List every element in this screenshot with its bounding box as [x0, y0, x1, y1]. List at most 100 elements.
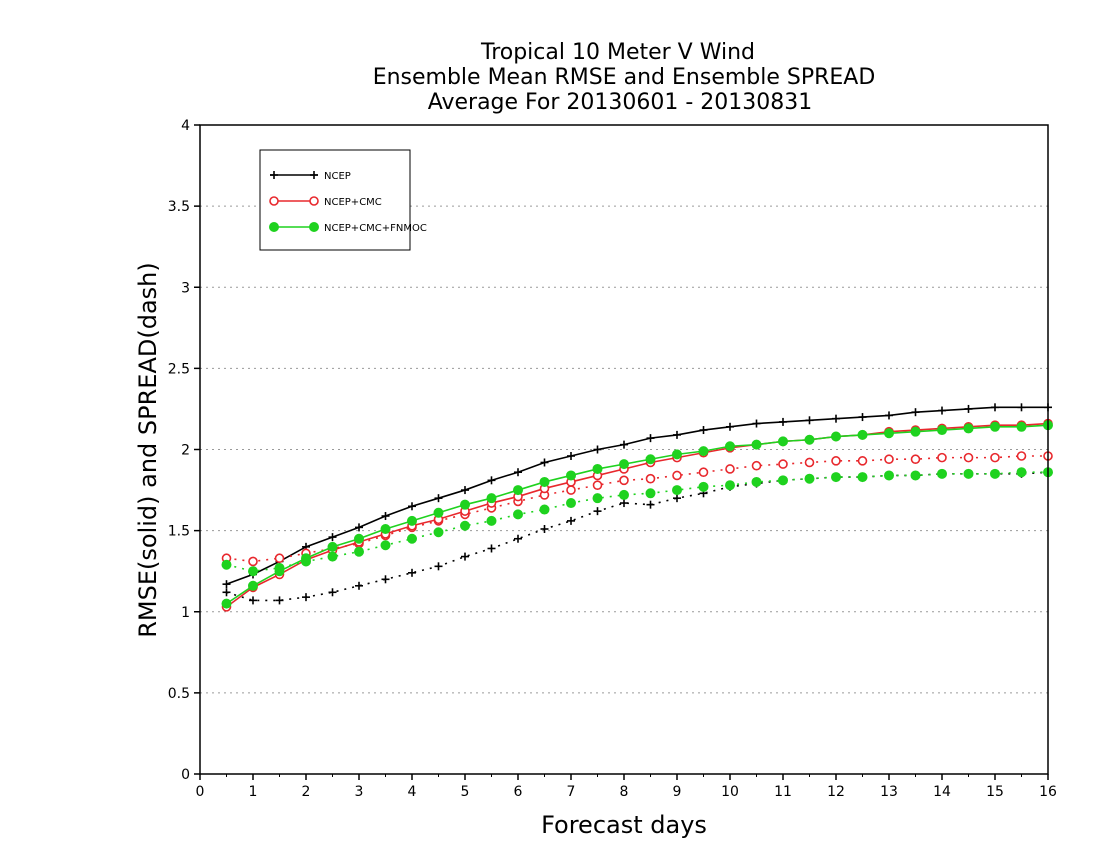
data-point-plus — [567, 516, 575, 525]
data-point-filled-circle — [354, 533, 364, 544]
data-point-plus — [514, 468, 522, 477]
data-point-filled-circle — [751, 476, 762, 487]
data-point-plus — [911, 408, 920, 417]
y-tick-label: 1.5 — [168, 524, 190, 540]
data-point-plus — [858, 413, 867, 422]
data-point-filled-circle — [804, 434, 815, 445]
data-point-filled-circle — [486, 515, 497, 526]
x-tick-label: 10 — [721, 784, 739, 800]
data-point-plus — [514, 534, 522, 543]
legend-items: NCEP NCEP+CMC NCEP+CMC+FNMOC — [269, 171, 427, 234]
y-tick-label: 2 — [181, 443, 190, 459]
data-point-open-circle — [1016, 451, 1027, 461]
y-axis-label: RMSE(solid) and SPREAD(dash) — [134, 262, 162, 638]
chart-title-line-3: Average For 20130601 - 20130831 — [428, 90, 813, 115]
data-point-filled-circle — [380, 540, 391, 551]
data-point-filled-circle — [937, 425, 947, 436]
legend-label: NCEP — [324, 171, 351, 182]
data-point-filled-circle — [698, 446, 709, 457]
data-point-filled-circle — [221, 598, 232, 609]
data-point-filled-circle — [327, 541, 338, 552]
x-tick-label: 16 — [1039, 784, 1057, 800]
data-point-plus — [540, 525, 549, 534]
data-point-plus — [673, 494, 681, 503]
data-point-open-circle — [725, 464, 735, 474]
data-point-plus — [222, 580, 231, 589]
data-point-plus — [328, 533, 337, 542]
data-point-filled-circle — [513, 485, 523, 496]
data-point-filled-circle — [566, 498, 576, 509]
x-tick-label: 15 — [986, 784, 1004, 800]
x-tick-label: 7 — [567, 784, 576, 800]
x-tick-label: 6 — [514, 784, 523, 800]
y-tick-label: 4 — [181, 118, 190, 134]
y-tick-label: 1 — [181, 605, 190, 621]
data-point-open-circle — [592, 480, 603, 490]
data-point-open-circle — [831, 456, 841, 466]
data-point-filled-circle — [645, 488, 656, 499]
data-point-open-circle — [990, 452, 1000, 463]
data-point-filled-circle — [433, 507, 444, 518]
x-tick-label: 9 — [673, 784, 682, 800]
data-point-filled-circle — [539, 476, 550, 487]
x-tick-label: 11 — [774, 784, 792, 800]
data-point-filled-circle — [566, 470, 576, 481]
series-ncep-cmc-fnmoc — [221, 420, 1053, 609]
data-point-plus — [355, 523, 363, 532]
data-point-filled-circle — [592, 493, 603, 504]
data-point-filled-circle — [778, 436, 788, 447]
data-point-filled-circle — [619, 459, 629, 470]
legend-label: NCEP+CMC — [324, 197, 382, 208]
data-point-filled-circle — [221, 559, 232, 570]
data-point-filled-circle — [990, 421, 1000, 432]
y-tick-label: 0.5 — [168, 686, 190, 702]
data-point-filled-circle — [486, 493, 497, 504]
data-point-filled-circle — [539, 504, 550, 515]
data-point-filled-circle — [963, 468, 974, 479]
data-point-plus — [270, 171, 278, 179]
data-point-plus — [699, 426, 708, 435]
data-point-filled-circle — [937, 468, 947, 479]
data-point-filled-circle — [672, 485, 682, 496]
y-tick-label: 2.5 — [168, 361, 190, 377]
data-point-plus — [726, 422, 734, 431]
data-point-plus — [567, 451, 575, 460]
x-tick-label: 5 — [461, 784, 470, 800]
data-point-plus — [408, 502, 416, 511]
data-point-filled-circle — [804, 473, 815, 484]
data-point-plus — [249, 596, 257, 605]
data-point-filled-circle — [751, 439, 762, 450]
rmse-line — [226, 406, 1048, 585]
data-point-plus — [408, 568, 416, 577]
data-point-filled-circle — [884, 470, 894, 481]
data-point-plus — [275, 596, 284, 605]
data-point-filled-circle — [990, 468, 1000, 479]
legend-item: NCEP+CMC+FNMOC — [269, 222, 427, 234]
data-point-plus — [832, 414, 840, 423]
data-point-filled-circle — [354, 546, 364, 557]
data-point-plus — [779, 417, 787, 426]
legend-item: NCEP+CMC — [269, 196, 382, 208]
data-point-filled-circle — [380, 524, 391, 535]
data-point-filled-circle — [963, 423, 974, 434]
data-point-filled-circle — [1016, 467, 1027, 478]
data-point-filled-circle — [407, 533, 417, 544]
data-point-open-circle — [619, 475, 629, 486]
y-tick-label: 3 — [181, 280, 190, 296]
data-point-open-circle — [269, 196, 279, 206]
series-group — [221, 403, 1053, 612]
data-point-plus — [1017, 403, 1026, 412]
data-point-open-circle — [910, 454, 921, 465]
data-point-plus — [646, 434, 655, 443]
data-point-open-circle — [884, 454, 894, 465]
data-point-open-circle — [566, 485, 576, 495]
data-point-plus — [964, 404, 973, 413]
data-point-plus — [593, 445, 602, 454]
data-point-filled-circle — [248, 566, 258, 577]
data-point-plus — [752, 419, 761, 428]
data-point-filled-circle — [460, 520, 470, 531]
data-point-plus — [646, 500, 655, 509]
y-axis: 0 0.5 1 1.5 2 2.5 3 3.5 4 — [168, 118, 200, 783]
